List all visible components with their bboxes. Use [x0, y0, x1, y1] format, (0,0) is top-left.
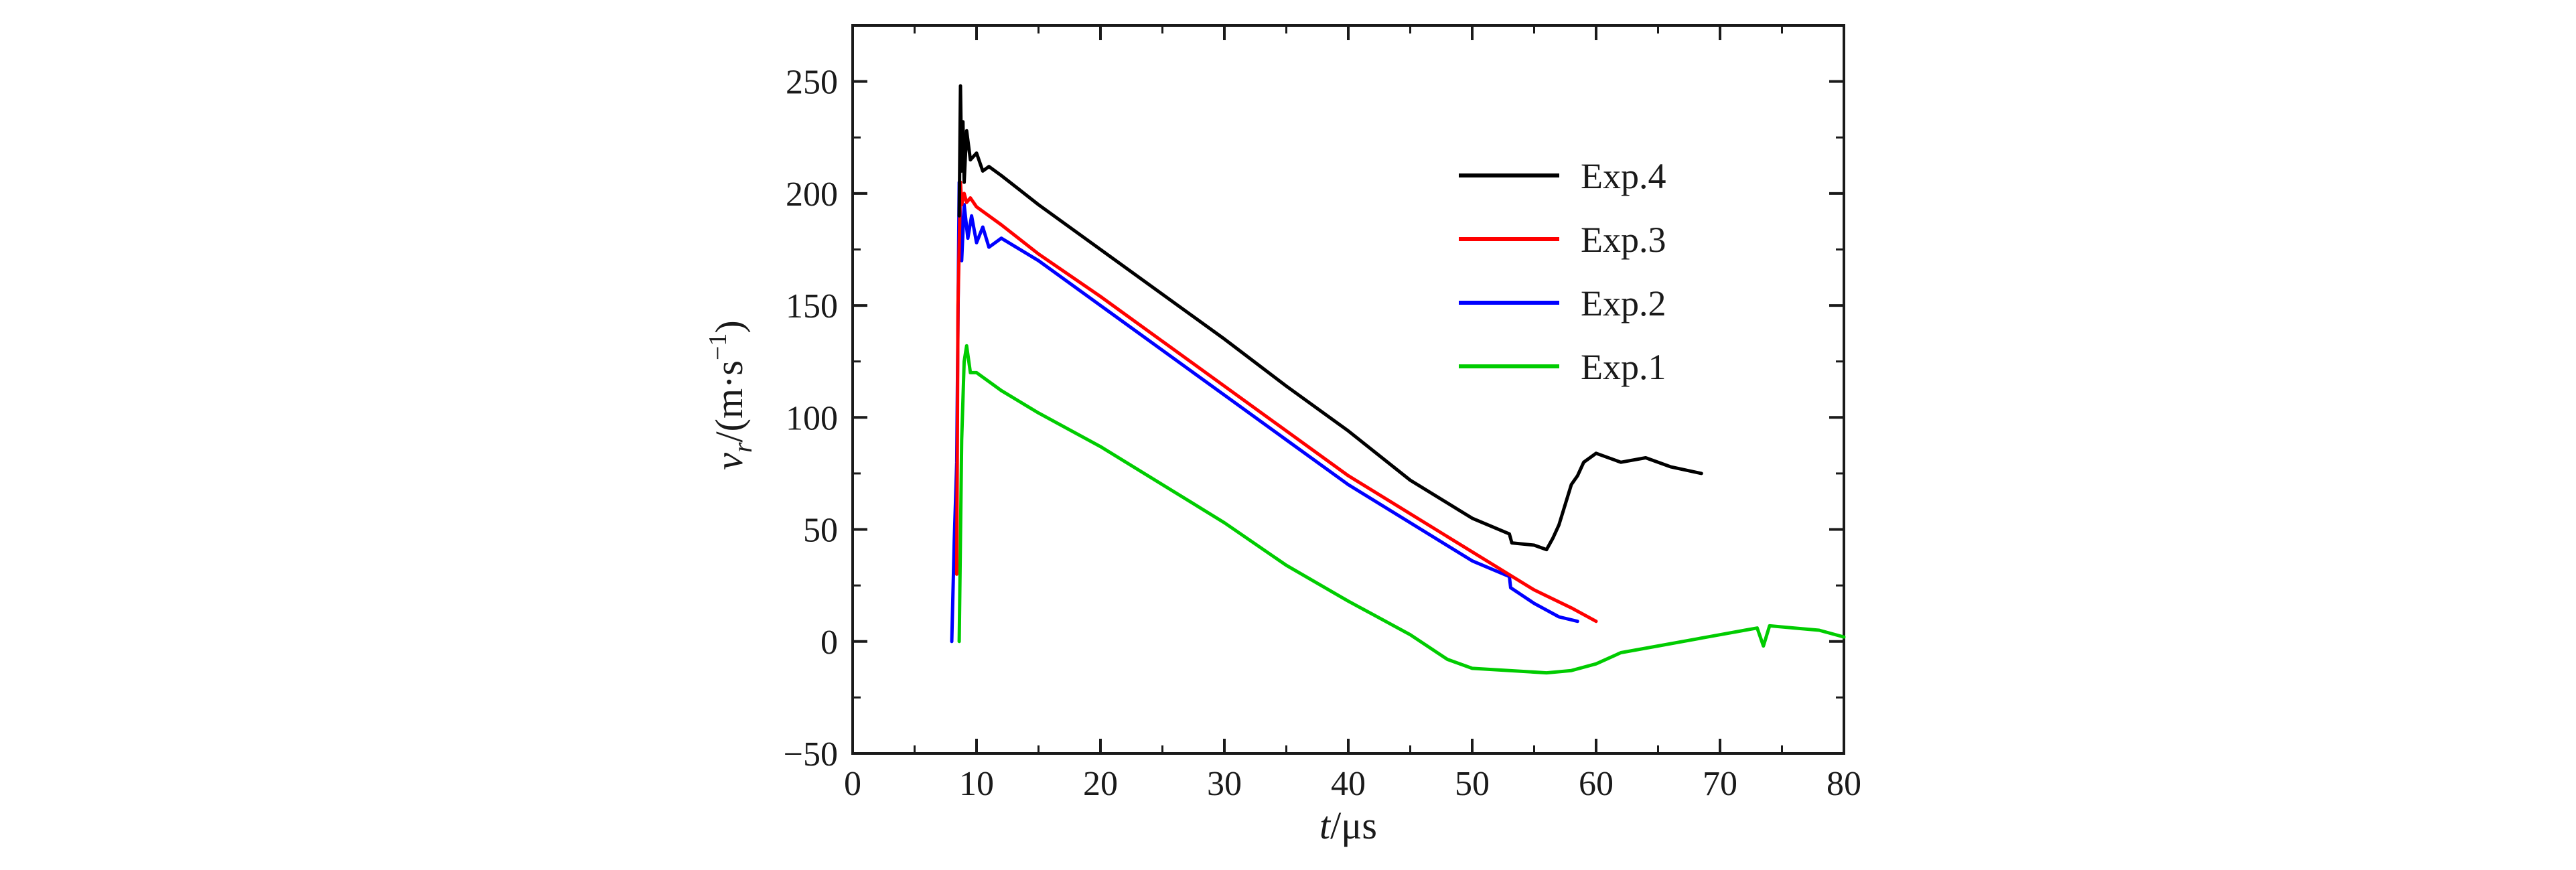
- y-tick-label: −50: [784, 735, 838, 774]
- x-tick-label: 80: [1827, 765, 1861, 803]
- series-line-exp-3: [954, 180, 1598, 624]
- series-line-exp-4: [957, 84, 1703, 552]
- series-layer: [950, 84, 1846, 675]
- legend-label: Exp.3: [1581, 220, 1666, 260]
- legend-label: Exp.1: [1581, 347, 1666, 387]
- y-tick-label: 100: [786, 399, 838, 437]
- y-tick-label: 200: [786, 175, 838, 214]
- x-axis-title: t/μs: [1319, 804, 1377, 847]
- x-tick-label: 20: [1083, 765, 1118, 803]
- y-tick-label: 50: [803, 512, 838, 550]
- y-axis-title: vr/(m·s−1): [704, 320, 758, 470]
- x-tick-label: 30: [1207, 765, 1242, 803]
- legend-label: Exp.4: [1581, 156, 1666, 196]
- series-line-exp-1: [957, 344, 1846, 675]
- series-line-exp-2: [950, 180, 1579, 644]
- x-tick-label: 50: [1455, 765, 1490, 803]
- x-tick-label: 70: [1703, 765, 1737, 803]
- x-tick-label: 0: [844, 765, 861, 803]
- x-tick-label: 10: [959, 765, 994, 803]
- y-tick-label: 0: [820, 624, 838, 662]
- legend: Exp.4 Exp.3 Exp.2 Exp.1: [1459, 156, 1666, 387]
- legend-label: Exp.2: [1581, 283, 1666, 323]
- x-tick-label: 60: [1579, 765, 1614, 803]
- x-tick-label: 40: [1331, 765, 1366, 803]
- y-tick-label: 150: [786, 287, 838, 325]
- y-tick-label: 250: [786, 64, 838, 102]
